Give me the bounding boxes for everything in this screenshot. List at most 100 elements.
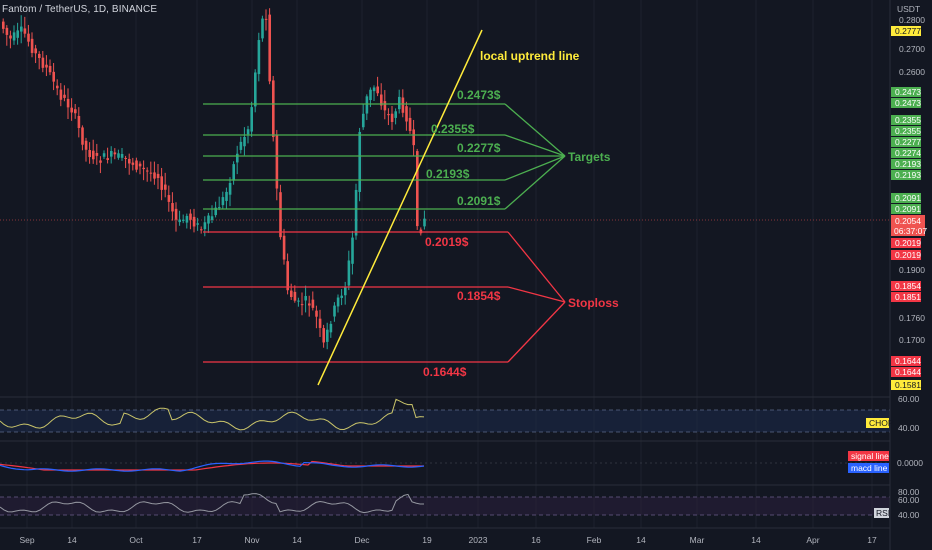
candle-body bbox=[52, 71, 55, 82]
symbol-title[interactable]: Fantom / TetherUS, 1D, BINANCE bbox=[2, 4, 158, 15]
targets-arrows[interactable] bbox=[504, 103, 566, 210]
candle-body bbox=[189, 213, 192, 220]
price-tag-text: 0.2777 bbox=[895, 26, 921, 36]
candle-body bbox=[246, 129, 250, 135]
candle-body bbox=[38, 53, 41, 59]
candle-body bbox=[383, 101, 387, 111]
price-tag-green bbox=[891, 137, 921, 147]
candle-body bbox=[275, 135, 279, 189]
time-label: 14 bbox=[636, 535, 646, 545]
candle-body bbox=[297, 300, 300, 302]
price-tag-green bbox=[891, 159, 921, 169]
price-tag-green bbox=[891, 193, 921, 203]
currency-label: USDT bbox=[897, 4, 920, 14]
candle-body bbox=[398, 96, 401, 110]
price-tag-red bbox=[891, 250, 921, 260]
candle-body bbox=[304, 296, 307, 301]
candle-body bbox=[250, 107, 253, 132]
candle-body bbox=[20, 26, 23, 32]
candle-body bbox=[365, 96, 369, 114]
candle-body bbox=[120, 153, 124, 158]
candle-body bbox=[412, 129, 415, 146]
candle-body bbox=[12, 32, 16, 41]
candle-body bbox=[279, 192, 282, 238]
price-tag-yellow bbox=[891, 26, 921, 36]
stop-label-2: 0.1854$ bbox=[457, 289, 501, 303]
candle-body bbox=[351, 237, 354, 264]
stoploss-lines[interactable] bbox=[203, 231, 508, 363]
time-label: 14 bbox=[67, 535, 77, 545]
candle-body bbox=[261, 18, 264, 39]
time-label: 14 bbox=[751, 535, 761, 545]
candle-body bbox=[232, 164, 235, 181]
candle-body bbox=[228, 182, 232, 195]
candle-body bbox=[369, 89, 372, 101]
candle-body bbox=[131, 162, 135, 165]
candle-body bbox=[63, 94, 66, 98]
time-label: 17 bbox=[192, 535, 202, 545]
candle-body bbox=[74, 109, 77, 114]
time-label: 14 bbox=[292, 535, 302, 545]
candle-body bbox=[336, 297, 340, 307]
price-tag-text: 0.1851 bbox=[895, 292, 921, 302]
candle-body bbox=[254, 72, 257, 107]
candle-body bbox=[164, 184, 167, 190]
signal-line[interactable] bbox=[0, 460, 424, 471]
candle-body bbox=[214, 207, 217, 216]
rsi-line[interactable] bbox=[0, 493, 424, 514]
candle-body bbox=[326, 329, 329, 342]
price-tag-green bbox=[891, 170, 921, 180]
target-lines[interactable] bbox=[203, 103, 505, 210]
chop-line[interactable] bbox=[0, 398, 425, 431]
time-label: 16 bbox=[531, 535, 541, 545]
trendline-label: local uptrend line bbox=[480, 49, 580, 63]
stoploss-label: Stoploss bbox=[568, 296, 619, 310]
candle-body bbox=[27, 33, 30, 42]
price-tag-text: 0.2473 bbox=[895, 87, 921, 97]
candle-body bbox=[56, 85, 59, 89]
stoploss-arrows[interactable] bbox=[507, 231, 566, 363]
candle-body bbox=[264, 18, 268, 20]
candle-body bbox=[34, 48, 37, 54]
candle-body bbox=[23, 28, 27, 34]
candle-body bbox=[210, 216, 214, 220]
time-label: Dec bbox=[354, 535, 370, 545]
candle-body bbox=[318, 318, 322, 328]
candle-body bbox=[102, 153, 106, 157]
candle-body bbox=[182, 219, 185, 221]
candle-body bbox=[113, 152, 117, 155]
time-label: Oct bbox=[129, 535, 143, 545]
candle-body bbox=[380, 94, 383, 106]
candle-body bbox=[88, 150, 91, 158]
candle-body bbox=[117, 153, 120, 158]
targets-label: Targets bbox=[568, 150, 611, 164]
candle-body bbox=[178, 219, 181, 223]
candle-body bbox=[322, 328, 325, 343]
time-axis[interactable]: Sep 14 Oct 17 Nov 14 Dec 19 2023 16 Feb 14 Mar 14 Apr 1… bbox=[19, 535, 877, 545]
candle-body bbox=[347, 260, 351, 286]
candle-body bbox=[390, 113, 394, 122]
candlestick-series[interactable] bbox=[2, 8, 426, 350]
candle-body bbox=[311, 299, 315, 308]
candle-body bbox=[257, 40, 261, 75]
candle-body bbox=[135, 160, 138, 170]
price-tag-text: 0.2019 bbox=[895, 250, 921, 260]
candle-body bbox=[221, 197, 225, 206]
candle-body bbox=[333, 305, 336, 317]
macd-line[interactable] bbox=[0, 460, 425, 472]
candle-body bbox=[300, 304, 304, 306]
time-label: Nov bbox=[244, 535, 260, 545]
candle-body bbox=[268, 14, 271, 82]
chop-badge bbox=[866, 418, 889, 428]
price-tag-text: 0.2091 bbox=[895, 193, 921, 203]
uptrend-line[interactable] bbox=[317, 29, 483, 386]
target-label-4: 0.2193$ bbox=[426, 167, 470, 181]
price-tag-green bbox=[891, 98, 921, 108]
target-label-5: 0.2091$ bbox=[457, 194, 501, 208]
candle-body bbox=[376, 86, 379, 94]
candle-body bbox=[70, 107, 73, 113]
rsi-band bbox=[0, 497, 890, 515]
price-tag-text: 0.2355 bbox=[895, 115, 921, 125]
candle-body bbox=[59, 89, 63, 100]
